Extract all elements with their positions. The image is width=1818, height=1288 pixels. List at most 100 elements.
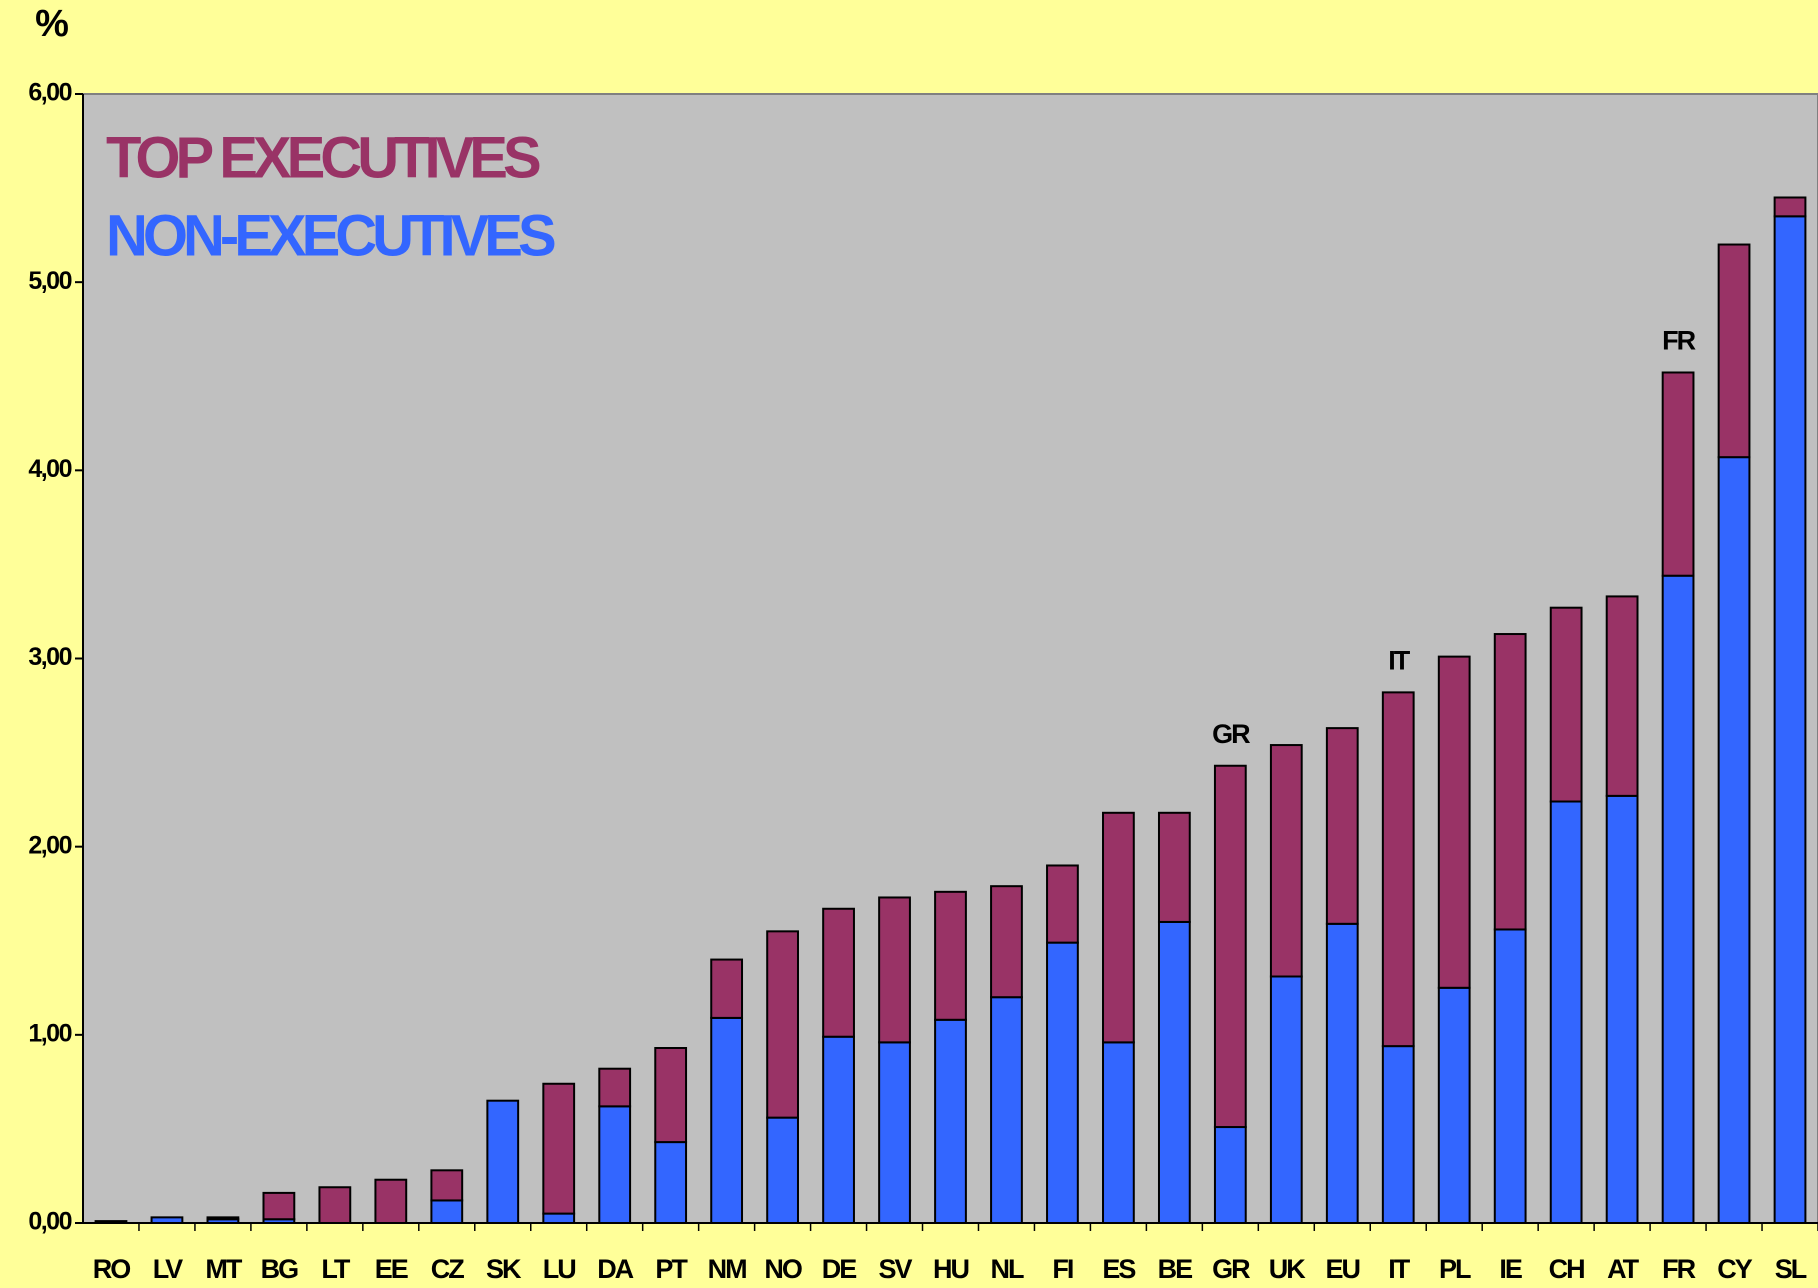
bar-segment (206, 1216, 240, 1221)
x-tick-label: NO (764, 1254, 801, 1284)
bar-segment (934, 890, 967, 1021)
y-tick-label: 2,00 (28, 831, 71, 859)
bar-segment (710, 1016, 744, 1224)
bar-segment (1493, 633, 1527, 931)
x-tick-label: IT (1388, 1254, 1411, 1284)
bar-segment (94, 1220, 128, 1224)
bar-segment (262, 1191, 296, 1221)
x-tick-label: BE (1158, 1254, 1192, 1284)
x-tick-label: DE (822, 1254, 856, 1284)
x-tick-label: MT (205, 1254, 242, 1284)
x-tick-label: SK (486, 1254, 522, 1284)
bar-segment (766, 1116, 799, 1225)
annotation: FR (1662, 326, 1695, 356)
bar-segment (374, 1178, 408, 1225)
x-tick-label: NL (990, 1254, 1023, 1284)
bar-segment (1717, 456, 1751, 1224)
y-axis-label: % (35, 3, 69, 45)
bar-segment (822, 1035, 855, 1224)
bar-segment (318, 1186, 352, 1224)
x-tick-label: NM (708, 1254, 746, 1284)
bar-segment (1661, 371, 1695, 577)
y-tick-label: 6,00 (28, 79, 71, 107)
x-tick-label: SL (1775, 1254, 1807, 1284)
annotation: IT (1388, 645, 1411, 675)
x-tick-label: IE (1499, 1254, 1522, 1284)
bar-segment (1102, 811, 1135, 1044)
bar-segment (1213, 764, 1247, 1129)
legend-entry: NON-EXECUTIVES (106, 203, 555, 268)
bar-segment (1046, 864, 1079, 944)
x-tick-label: UK (1269, 1254, 1306, 1284)
bar-segment (822, 907, 855, 1038)
x-tick-label: SV (879, 1254, 913, 1284)
bar-segment (542, 1082, 576, 1215)
x-tick-label: DA (597, 1254, 633, 1284)
bar-segment (1157, 920, 1191, 1225)
bar-segment (1046, 941, 1079, 1224)
bar-segment (1605, 794, 1639, 1225)
x-tick-label: LV (153, 1254, 183, 1284)
x-tick-label: CZ (431, 1254, 464, 1284)
bar-segment (1381, 1045, 1415, 1224)
legend-entry: TOP EXECUTIVES (106, 125, 540, 190)
x-tick-label: ES (1102, 1254, 1135, 1284)
bar-segment (1381, 691, 1415, 1048)
y-tick-label: 4,00 (28, 455, 71, 483)
x-tick-label: HU (933, 1254, 968, 1284)
bar-segment (1325, 727, 1359, 925)
bar-segment (990, 996, 1023, 1225)
x-tick-label: PT (655, 1254, 688, 1284)
y-tick-label: 1,00 (28, 1019, 71, 1047)
x-tick-label: GR (1212, 1254, 1250, 1284)
x-tick-label: EU (1326, 1254, 1360, 1284)
bar-segment (598, 1067, 632, 1108)
annotation: GR (1212, 719, 1250, 749)
bar-segment (1269, 744, 1303, 978)
bar-segment (878, 1041, 911, 1224)
x-tick-label: BG (261, 1254, 298, 1284)
x-tick-label: LT (321, 1254, 350, 1284)
x-tick-label: CH (1549, 1254, 1584, 1284)
x-tick-label: AT (1607, 1254, 1639, 1284)
x-tick-label: FR (1662, 1254, 1695, 1284)
bar-segment (1717, 243, 1751, 459)
bar-segment (1773, 215, 1807, 1224)
bar-segment (1437, 655, 1471, 989)
bar-segment (1157, 811, 1191, 923)
x-tick-label: EE (375, 1254, 408, 1284)
bar-segment (1269, 975, 1303, 1224)
bar-segment (1325, 922, 1359, 1224)
bar-segment (1773, 196, 1807, 218)
bar-segment (654, 1047, 688, 1144)
bar-segment (542, 1212, 576, 1225)
bar-segment (1549, 606, 1583, 803)
bar-segment (1493, 928, 1527, 1225)
bar-segment (766, 930, 799, 1119)
bar-segment (1549, 800, 1583, 1224)
bar-segment (430, 1199, 464, 1225)
x-tick-label: FI (1052, 1254, 1072, 1284)
bar-segment (934, 1018, 967, 1225)
bar-segment (430, 1169, 464, 1202)
x-tick-label: CY (1717, 1254, 1752, 1284)
bar-segment (598, 1105, 632, 1224)
bar-segment (1213, 1126, 1247, 1225)
bar-segment (1661, 574, 1695, 1224)
y-tick-label: 3,00 (28, 643, 71, 671)
y-tick-label: 0,00 (28, 1208, 71, 1236)
bar-segment (990, 885, 1023, 999)
bar-segment (486, 1099, 520, 1224)
bar-segment (1102, 1041, 1135, 1224)
bar-segment (654, 1141, 688, 1225)
x-tick-label: RO (93, 1254, 130, 1284)
bar-segment (710, 958, 744, 1019)
y-tick-label: 5,00 (28, 267, 71, 295)
bar-segment (150, 1216, 184, 1224)
x-tick-label: PL (1439, 1254, 1471, 1284)
x-tick-label: LU (543, 1254, 575, 1284)
bar-segment (878, 896, 911, 1044)
bar-segment (1437, 986, 1471, 1225)
bar-segment (1605, 595, 1639, 797)
